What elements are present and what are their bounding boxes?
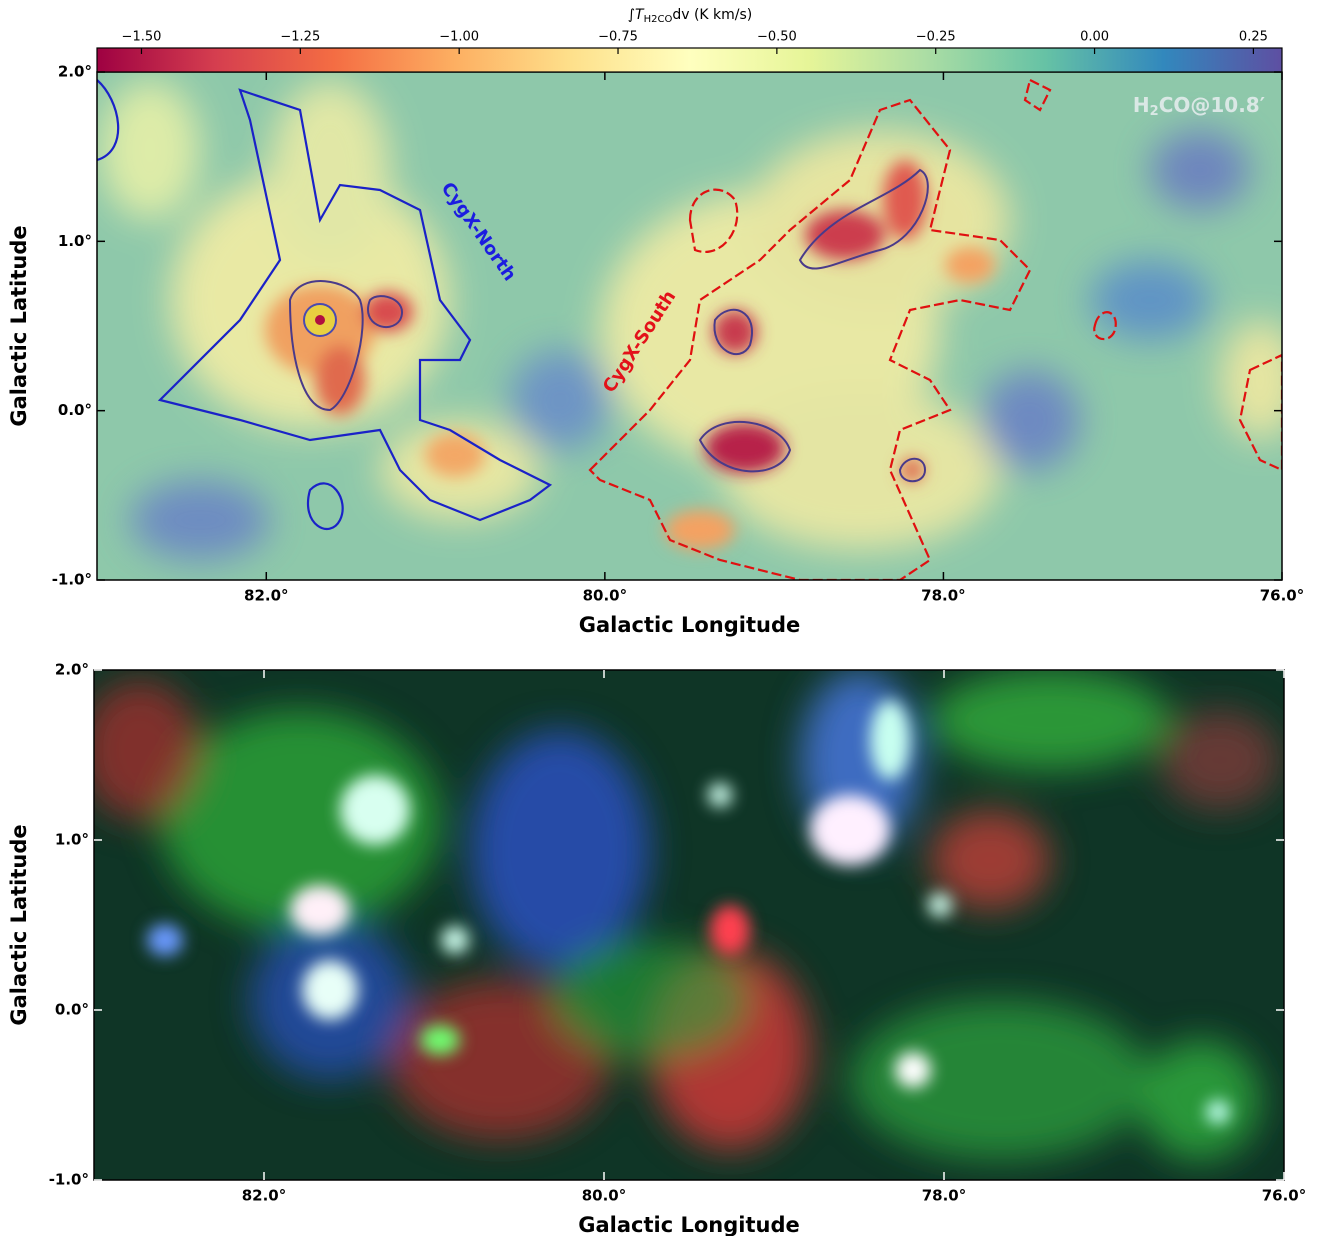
colorbar xyxy=(97,48,1282,72)
colorbar-label-rest: dv (K km/s) xyxy=(672,7,752,23)
colorbar-label-main: ∫T xyxy=(628,7,645,23)
colorbar-tick-label: −0.25 xyxy=(916,30,956,45)
y-axis-label: Galactic Latitude xyxy=(7,824,31,1025)
x-tick-label: 78.0° xyxy=(922,1187,967,1205)
x-tick-label: 80.0° xyxy=(582,1187,627,1205)
h2co-map xyxy=(97,72,1300,580)
x-tick-label: 82.0° xyxy=(244,587,289,605)
y-tick-label: -1.0° xyxy=(52,571,92,589)
colorbar-tick-label: −0.50 xyxy=(757,30,797,45)
y-tick-label: -1.0° xyxy=(49,1171,89,1189)
y-tick-label: 1.0° xyxy=(58,232,92,250)
y-tick-label: 2.0° xyxy=(58,63,92,81)
colorbar-tick-label: −1.00 xyxy=(439,30,479,45)
colorbar-label: ∫TH2COdv (K km/s) xyxy=(628,7,753,25)
y-tick-label: 1.0° xyxy=(55,831,89,849)
y-tick-label: 0.0° xyxy=(58,401,92,419)
colorbar-tick-label: −1.25 xyxy=(280,30,320,45)
colorbar-tick-label: 0.25 xyxy=(1239,30,1268,45)
x-tick-label: 78.0° xyxy=(921,587,966,605)
x-tick-label: 82.0° xyxy=(242,1187,287,1205)
y-tick-label: 2.0° xyxy=(55,661,89,679)
colorbar-tick-label: −0.75 xyxy=(598,30,638,45)
figure: ∫TH2COdv (K km/s) CygX-North CygX-South … xyxy=(0,0,1329,1236)
colorbar-label-sub: H2CO xyxy=(644,14,673,25)
label-post: CO@10.8′ xyxy=(1159,93,1265,117)
x-tick-label: 76.0° xyxy=(1262,1187,1307,1205)
y-axis-label: Galactic Latitude xyxy=(7,225,31,426)
colorbar-tick-label: 0.00 xyxy=(1080,30,1109,45)
y-tick-label: 0.0° xyxy=(55,1001,89,1019)
x-axis-label: Galactic Longitude xyxy=(578,1213,799,1236)
colorbar-tick-label: −1.50 xyxy=(122,30,162,45)
x-tick-label: 76.0° xyxy=(1260,587,1305,605)
label-pre: H xyxy=(1133,93,1150,117)
x-tick-label: 80.0° xyxy=(583,587,628,605)
label-sub: 2 xyxy=(1150,104,1159,119)
rgb-image xyxy=(80,670,1284,1180)
x-axis-label: Galactic Longitude xyxy=(579,613,800,637)
